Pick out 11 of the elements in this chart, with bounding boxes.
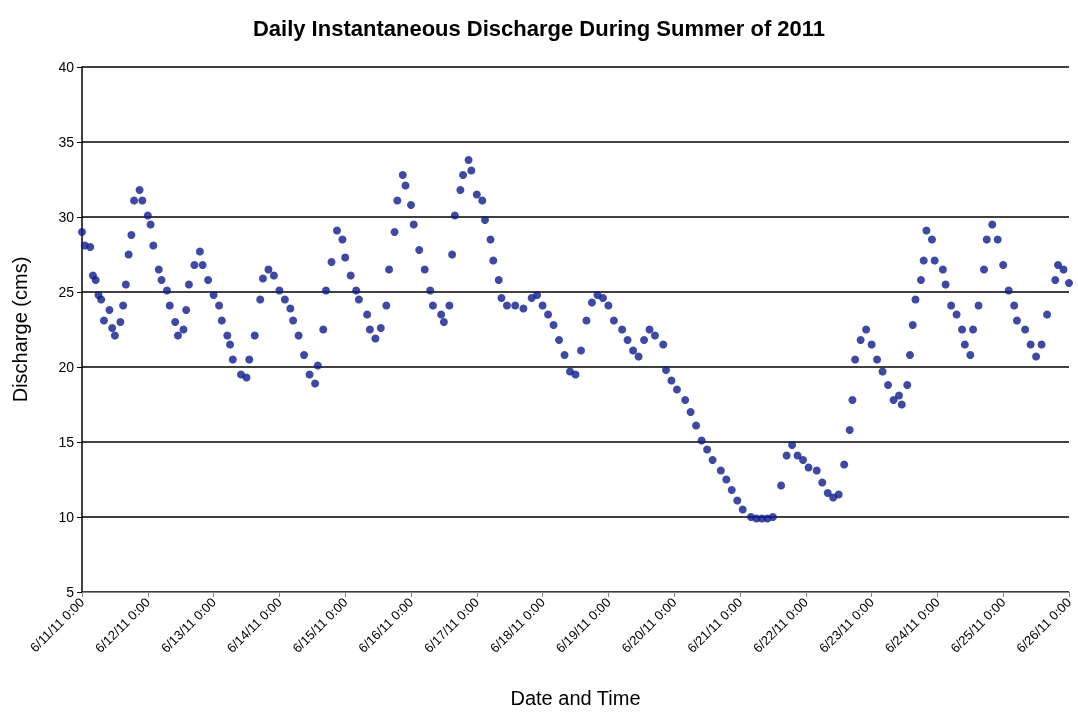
y-tick-label: 10: [58, 509, 75, 525]
y-tick-label: 40: [58, 59, 75, 75]
chart-title: Daily Instantaneous Discharge During Summer of 2011: [252, 15, 826, 41]
y-tick-label: 30: [58, 209, 75, 225]
y-tick-label: 5: [66, 584, 75, 600]
y-tick-label: 20: [58, 359, 75, 375]
y-axis-title: Discharge (cms): [9, 256, 31, 403]
y-tick-label: 35: [58, 134, 75, 150]
x-axis-title: Date and Time: [510, 687, 641, 709]
y-tick-label: 25: [58, 284, 75, 300]
y-tick-label: 15: [58, 434, 75, 450]
